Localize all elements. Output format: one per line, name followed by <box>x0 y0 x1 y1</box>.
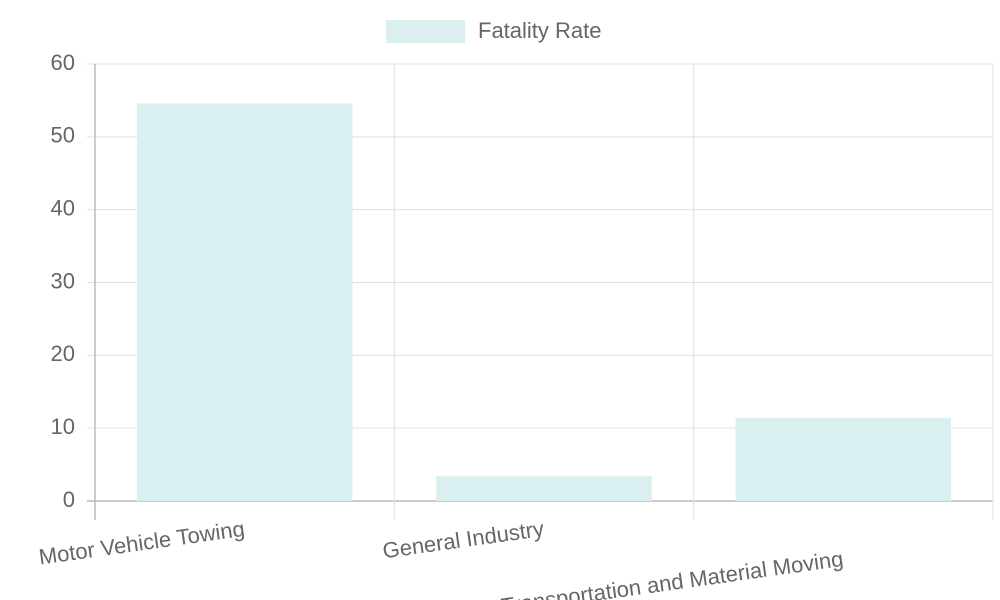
y-tick-label: 30 <box>51 268 75 293</box>
y-tick-label: 10 <box>51 414 75 439</box>
bar <box>136 103 353 501</box>
legend-label: Fatality Rate <box>478 18 602 43</box>
x-tick-label: Motor Vehicle Towing <box>37 516 246 570</box>
legend-swatch <box>386 20 465 43</box>
x-tick-label: General Industry <box>381 516 546 563</box>
bar <box>735 417 952 501</box>
y-tick-label: 20 <box>51 341 75 366</box>
x-tick-label: Transportation and Material Moving <box>499 546 844 600</box>
y-tick-label: 60 <box>51 50 75 75</box>
y-tick-label: 40 <box>51 195 75 220</box>
y-tick-label: 0 <box>63 487 75 512</box>
y-tick-label: 50 <box>51 123 75 148</box>
bar <box>436 476 652 501</box>
